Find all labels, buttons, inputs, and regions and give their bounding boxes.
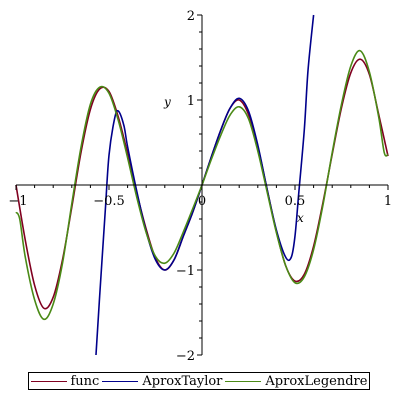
x-tick-label: 0 — [198, 194, 206, 209]
legend-swatch — [102, 380, 139, 382]
ticks: −1 −0.5 0 0.5 1 −2 −1 1 2 — [8, 9, 392, 364]
y-axis-label: y — [163, 95, 171, 109]
legend-item: AproxTaylor — [102, 374, 222, 389]
legend-swatch — [225, 380, 262, 382]
legend-label: AproxLegendre — [265, 373, 368, 389]
legend-label: func — [70, 373, 100, 389]
legend: func AproxTaylor AproxLegendre — [28, 372, 370, 390]
x-tick-label: 1 — [384, 194, 392, 209]
legend-swatch — [30, 380, 67, 382]
y-tick-label: −1 — [176, 264, 195, 279]
legend-item: AproxLegendre — [225, 374, 367, 389]
x-tick-label: −1 — [8, 194, 27, 209]
x-tick-label: −0.5 — [93, 194, 125, 209]
y-tick-label: 1 — [187, 94, 195, 109]
y-tick-label: −2 — [176, 349, 195, 364]
line-chart: −1 −0.5 0 0.5 1 −2 −1 1 2 x y — [8, 9, 392, 364]
y-tick-label: 2 — [187, 9, 195, 24]
legend-item: func — [30, 373, 100, 389]
legend-label: AproxTaylor — [142, 373, 223, 389]
x-axis-label: x — [297, 211, 304, 225]
x-tick-label: 0.5 — [285, 194, 306, 209]
